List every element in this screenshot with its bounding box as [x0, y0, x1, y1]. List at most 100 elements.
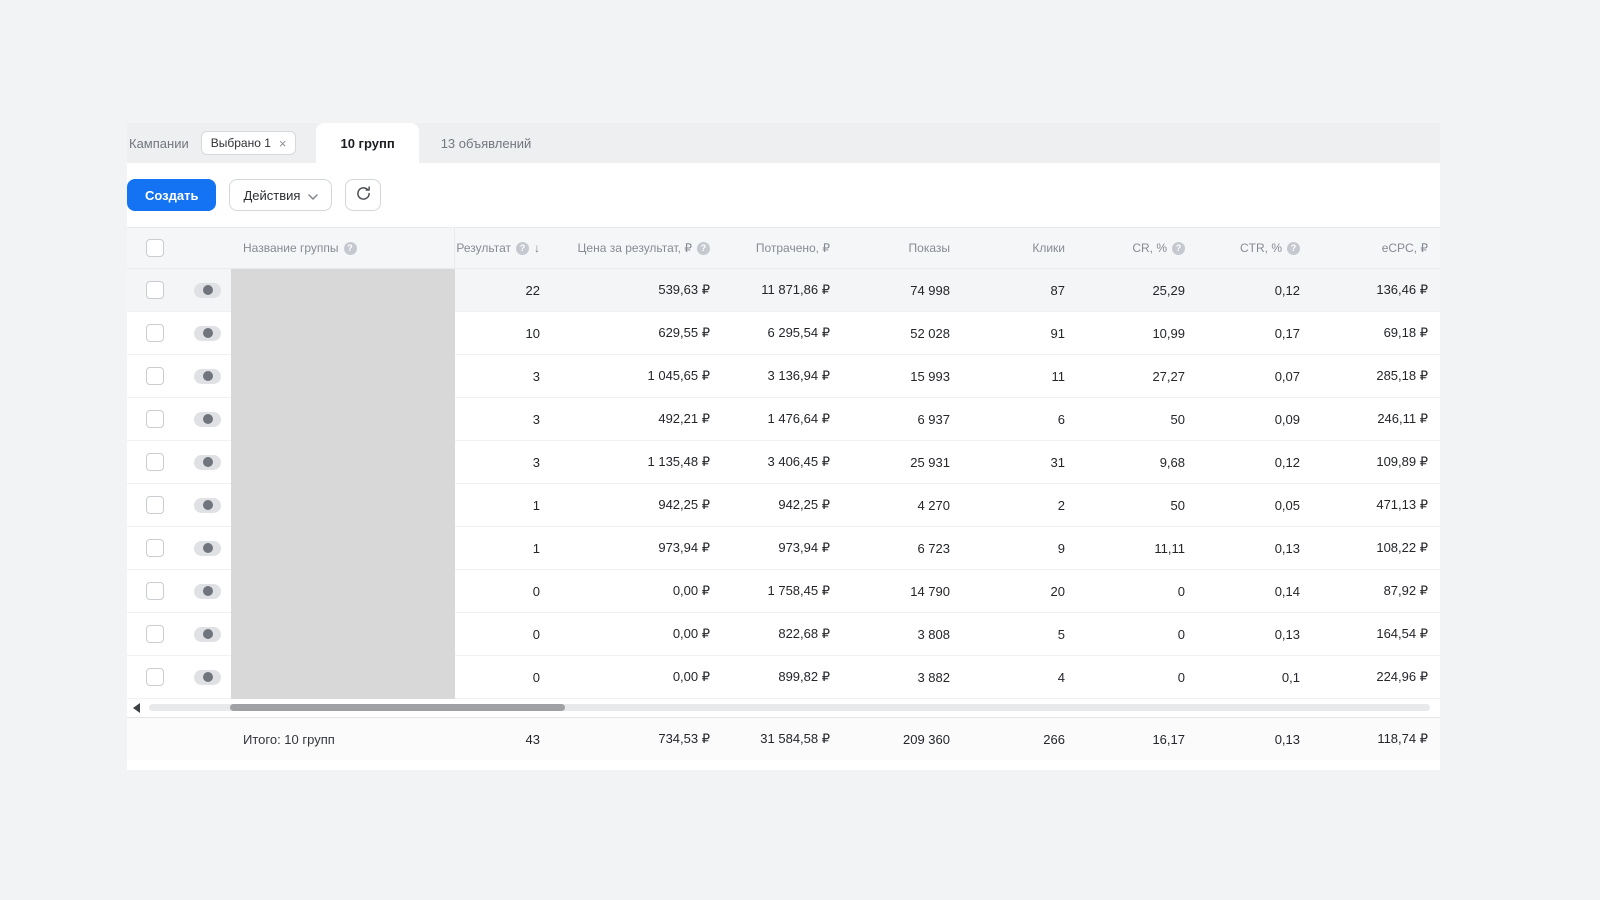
help-icon[interactable]: ?	[697, 241, 710, 255]
column-header-shows[interactable]: Показы	[840, 228, 960, 268]
row-checkbox[interactable]	[146, 453, 164, 471]
column-header-cr[interactable]: CR, %?	[1075, 228, 1195, 268]
scrollbar-track[interactable]	[149, 704, 1430, 711]
cell-spent: 899,82 ₽	[778, 669, 830, 684]
cell-cr: 50	[1170, 497, 1185, 513]
column-header-ctr[interactable]: CTR, %?	[1195, 228, 1310, 268]
help-icon[interactable]: ?	[1172, 241, 1185, 255]
cell-shows: 15 993	[910, 368, 950, 384]
row-checkbox[interactable]	[146, 668, 164, 686]
column-label: Название группы	[243, 241, 339, 255]
row-checkbox[interactable]	[146, 281, 164, 299]
table-footer: Итого: 10 групп 43 734,53 ₽ 31 584,58 ₽ 209 …	[127, 717, 1440, 760]
status-toggle[interactable]	[193, 497, 221, 513]
help-icon[interactable]: ?	[343, 241, 357, 255]
help-icon[interactable]: ?	[1287, 241, 1300, 255]
column-header-name[interactable]: Название группы?	[231, 228, 455, 268]
cell-cr: 11,11	[1154, 540, 1185, 556]
toggle-knob	[202, 672, 213, 682]
status-toggle[interactable]	[193, 411, 221, 427]
toggle-knob	[202, 285, 213, 295]
column-label: Показы	[908, 241, 950, 255]
status-toggle[interactable]	[193, 540, 221, 556]
column-header-clicks[interactable]: Клики	[960, 228, 1075, 268]
cell-ctr: 0,07	[1274, 368, 1300, 384]
cell-price: 0,00 ₽	[672, 626, 710, 641]
status-toggle[interactable]	[193, 368, 221, 384]
cell-result: 3	[532, 368, 540, 384]
total-cr: 16,17	[1152, 731, 1185, 747]
sort-desc-icon: ↓	[534, 241, 540, 255]
row-checkbox[interactable]	[146, 539, 164, 557]
cell-spent: 3 136,94 ₽	[767, 368, 831, 383]
cell-clicks: 20	[1050, 583, 1065, 599]
cell-price: 629,55 ₽	[658, 325, 710, 340]
cell-shows: 14 790	[910, 583, 950, 599]
horizontal-scrollbar	[127, 699, 1440, 717]
column-label: Клики	[1032, 241, 1065, 255]
cell-ctr: 0,14	[1274, 583, 1300, 599]
cell-ctr: 0,13	[1274, 626, 1300, 642]
row-checkbox[interactable]	[146, 324, 164, 342]
cell-cr: 27,27	[1152, 368, 1185, 384]
row-checkbox[interactable]	[146, 582, 164, 600]
row-toggle-cell	[183, 656, 231, 698]
column-header-ecpc[interactable]: eCPC, ₽	[1310, 228, 1440, 268]
cell-shows: 6 723	[917, 540, 950, 556]
scrollbar-thumb[interactable]	[230, 704, 565, 711]
selected-filter-chip[interactable]: Выбрано 1 ×	[200, 131, 297, 155]
chip-close-icon[interactable]: ×	[278, 135, 287, 151]
row-select-cell	[127, 312, 183, 354]
row-checkbox[interactable]	[146, 496, 164, 514]
scroll-left-arrow-icon[interactable]	[133, 703, 140, 713]
row-checkbox[interactable]	[146, 367, 164, 385]
row-toggle-cell	[183, 312, 231, 354]
status-toggle[interactable]	[193, 325, 221, 341]
cell-cr: 50	[1170, 411, 1185, 427]
cell-spent: 11 871,86 ₽	[761, 282, 830, 297]
status-toggle[interactable]	[193, 583, 221, 599]
cell-ecpc: 224,96 ₽	[1376, 669, 1428, 684]
column-header-result[interactable]: Результат? ↓	[455, 228, 550, 268]
row-select-cell	[127, 441, 183, 483]
refresh-button[interactable]	[345, 179, 382, 211]
row-toggle-cell	[183, 527, 231, 569]
cell-spent: 3 406,45 ₽	[767, 454, 831, 469]
status-toggle[interactable]	[193, 282, 221, 298]
tab-campaigns[interactable]: Кампании Выбрано 1 ×	[127, 123, 316, 163]
table-head: Название группы? Результат? ↓ Цена за резул…	[127, 227, 1440, 269]
status-toggle[interactable]	[193, 454, 221, 470]
help-icon[interactable]: ?	[516, 241, 529, 255]
totals-label: Итого: 10 групп	[243, 731, 335, 747]
header-select-cell	[127, 228, 183, 268]
create-button[interactable]: Создать	[127, 179, 217, 211]
cell-ctr: 0,12	[1274, 454, 1300, 470]
tab-ads[interactable]: 13 объявлений	[440, 135, 532, 151]
row-select-cell	[127, 527, 183, 569]
status-toggle[interactable]	[193, 626, 221, 642]
row-checkbox[interactable]	[146, 625, 164, 643]
cell-ctr: 0,09	[1274, 411, 1300, 427]
cell-ecpc: 471,13 ₽	[1376, 497, 1428, 512]
column-header-spent[interactable]: Потрачено, ₽	[720, 228, 840, 268]
tab-groups[interactable]: 10 групп	[316, 123, 419, 163]
row-toggle-cell	[183, 355, 231, 397]
panel-bottom-spacer	[127, 760, 1440, 770]
cell-ecpc: 285,18 ₽	[1376, 368, 1428, 383]
column-header-price[interactable]: Цена за результат, ₽?	[550, 228, 720, 268]
select-all-checkbox[interactable]	[146, 239, 164, 257]
selected-filter-label: Выбрано 1	[210, 136, 271, 150]
actions-dropdown[interactable]: Действия	[229, 179, 333, 211]
cell-spent: 6 295,54 ₽	[767, 325, 831, 340]
cell-cr: 9,68	[1159, 454, 1185, 470]
status-toggle[interactable]	[193, 669, 221, 685]
column-label: Результат	[456, 241, 511, 255]
cell-result: 3	[532, 411, 540, 427]
row-checkbox[interactable]	[146, 410, 164, 428]
cell-spent: 973,94 ₽	[778, 540, 830, 555]
row-toggle-cell	[183, 570, 231, 612]
cell-ctr: 0,13	[1274, 540, 1300, 556]
cell-cr: 0	[1177, 626, 1185, 642]
tab-campaigns-label: Кампании	[129, 135, 189, 151]
row-toggle-cell	[183, 484, 231, 526]
